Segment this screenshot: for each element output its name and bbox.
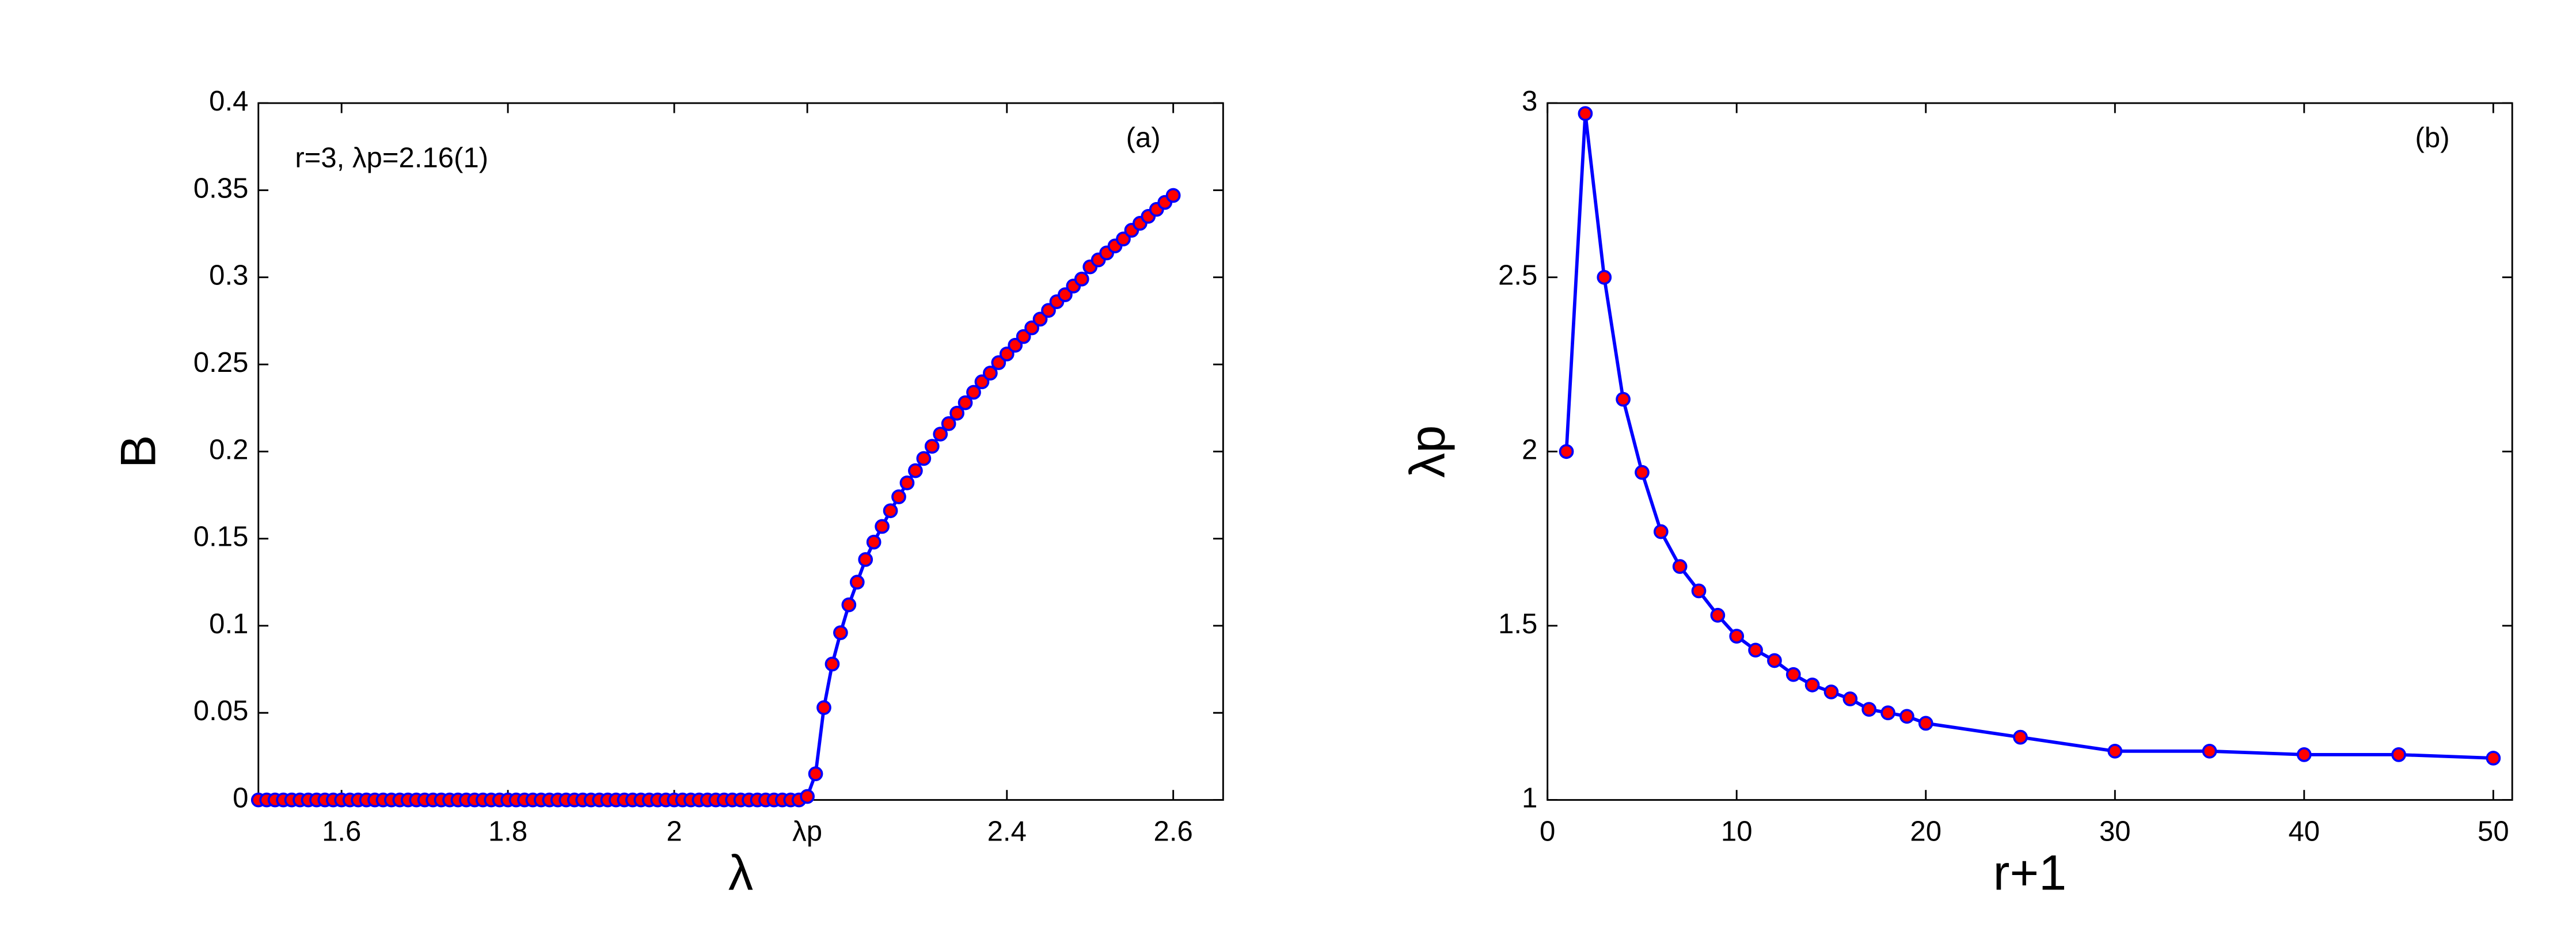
data-point	[974, 374, 990, 390]
x-tick-label: 30	[2099, 816, 2131, 847]
data-point	[1899, 709, 1914, 724]
y-tick-label: 2	[1522, 434, 1537, 465]
data-point	[1918, 716, 1933, 731]
data-point	[1032, 311, 1048, 327]
data-point	[858, 552, 873, 567]
data-point	[1842, 691, 1858, 706]
data-point	[1672, 559, 1688, 574]
data-point	[1710, 607, 1726, 623]
data-point	[883, 503, 898, 519]
annotation: r=3, λp=2.16(1)	[295, 142, 488, 173]
data-point	[1016, 329, 1031, 344]
data-point	[1116, 231, 1131, 247]
data-point	[1616, 391, 1631, 407]
panel-label: (b)	[2415, 123, 2450, 154]
y-tick-label: 0.4	[209, 86, 248, 117]
y-tick-label: 0.1	[209, 608, 248, 640]
x-tick-label: 20	[1910, 816, 1942, 847]
x-tick-label: 2	[666, 816, 682, 847]
y-axis-label: B	[111, 435, 166, 468]
data-point	[941, 416, 956, 431]
data-point	[2391, 747, 2406, 762]
data-point	[2296, 747, 2312, 762]
y-tick-label: 0.2	[209, 434, 248, 465]
y-axis-label: λp	[1400, 425, 1455, 478]
y-tick-label: 0	[233, 783, 248, 814]
y-tick-label: 0.35	[193, 173, 249, 204]
y-tick-label: 0.25	[193, 347, 249, 378]
data-point	[1804, 677, 1820, 693]
data-point	[1559, 444, 1574, 459]
data-point	[1861, 702, 1877, 717]
data-point	[849, 575, 865, 590]
data-point	[1880, 705, 1895, 721]
data-point	[949, 405, 964, 421]
data-point	[833, 625, 848, 640]
data-point	[891, 489, 906, 504]
data-point	[1729, 629, 1745, 644]
plot-area	[257, 102, 1224, 801]
x-tick-label: 50	[2478, 816, 2509, 847]
x-tick-label: 40	[2289, 816, 2320, 847]
data-point	[1008, 337, 1023, 353]
data-point	[1578, 106, 1593, 121]
y-tick-label: 1	[1522, 783, 1537, 814]
y-tick-label: 2.5	[1498, 260, 1537, 291]
x-tick-label: 2.4	[987, 816, 1027, 847]
data-point	[958, 395, 973, 410]
data-point	[1041, 303, 1056, 318]
x-tick-label: 10	[1721, 816, 1753, 847]
data-point	[1635, 465, 1650, 480]
data-point	[916, 451, 932, 466]
data-line	[1564, 113, 2494, 760]
x-tick-label: 1.6	[322, 816, 361, 847]
data-point	[808, 766, 823, 782]
data-point	[1024, 320, 1039, 336]
y-tick-label: 0.3	[209, 260, 248, 291]
data-point	[1785, 667, 1801, 682]
data-point	[2107, 743, 2123, 759]
data-point	[908, 463, 923, 478]
data-point	[816, 700, 831, 716]
data-point	[825, 656, 840, 672]
data-point	[875, 519, 890, 534]
data-point	[924, 439, 940, 454]
data-point	[1074, 271, 1089, 287]
plot-area	[1547, 102, 2513, 801]
x-tick-label: λp	[792, 816, 822, 847]
y-tick-label: 1.5	[1498, 608, 1537, 640]
data-point	[1767, 653, 1782, 668]
data-point	[1748, 642, 1763, 658]
data-point	[1058, 287, 1073, 302]
data-point	[983, 366, 998, 381]
data-point	[1653, 524, 1669, 539]
x-axis-label: λ	[728, 845, 753, 900]
data-point	[2486, 751, 2501, 766]
data-point	[966, 385, 981, 400]
y-tick-label: 0.15	[193, 522, 249, 553]
x-tick-label: 0	[1540, 816, 1555, 847]
data-point	[899, 475, 915, 490]
data-point	[800, 789, 815, 804]
data-point	[1597, 269, 1612, 285]
y-tick-label: 0.05	[193, 695, 249, 727]
y-tick-label: 3	[1522, 86, 1537, 117]
data-point	[2013, 729, 2028, 745]
x-tick-label: 1.8	[488, 816, 527, 847]
data-point	[1691, 583, 1707, 599]
data-point	[1165, 188, 1181, 203]
data-point	[1823, 684, 1839, 699]
data-point	[2202, 743, 2217, 759]
data-point	[999, 347, 1015, 362]
data-point	[841, 597, 857, 613]
x-tick-label: 2.6	[1154, 816, 1193, 847]
x-axis-label: r+1	[1993, 845, 2067, 900]
panel-label: (a)	[1126, 123, 1161, 154]
data-point	[866, 534, 882, 550]
data-point	[933, 427, 948, 442]
data-point	[991, 355, 1006, 370]
